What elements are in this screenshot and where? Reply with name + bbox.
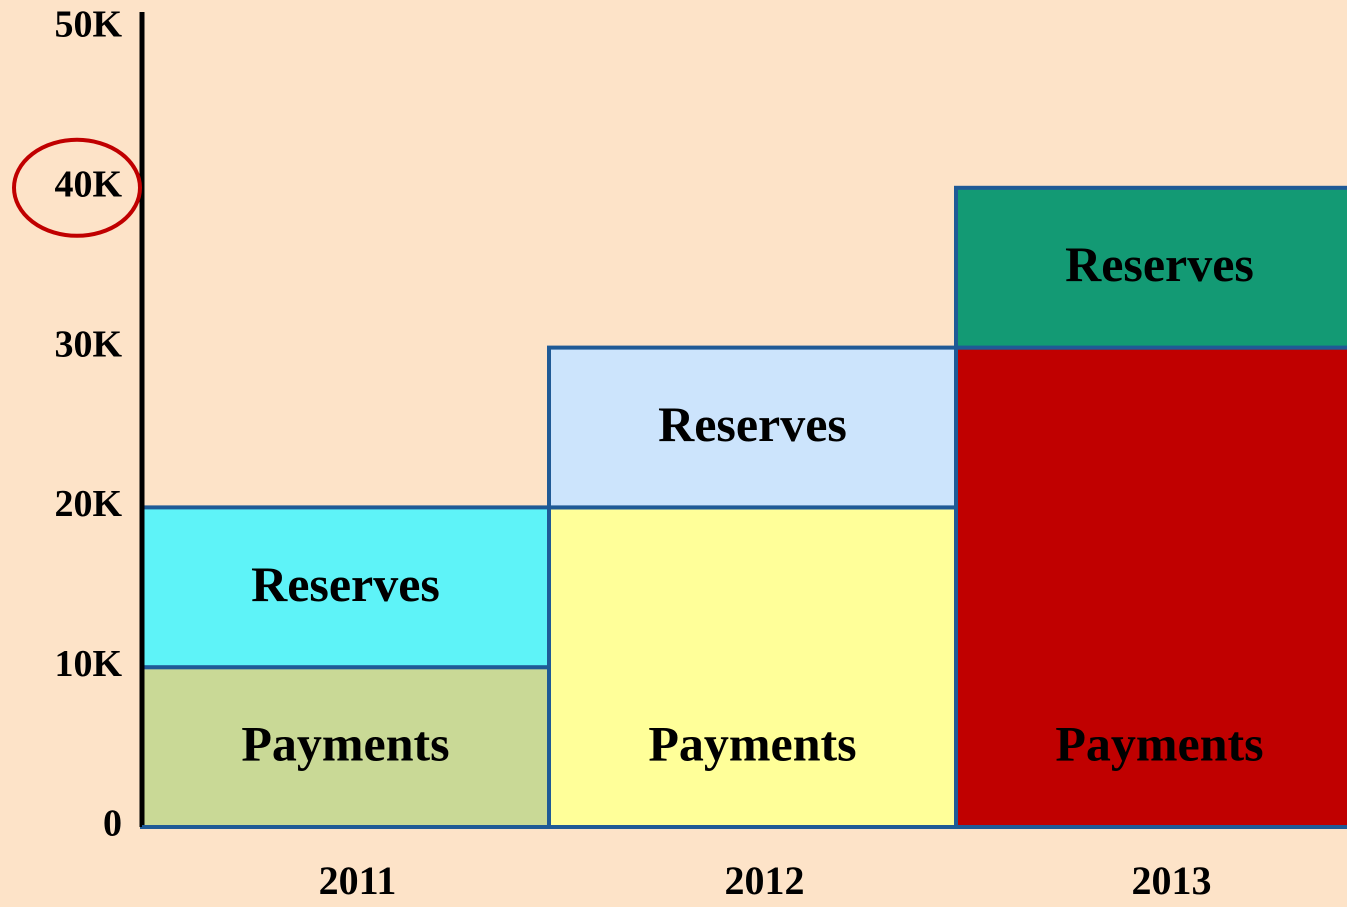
x-tick-label: 2013 [1132, 858, 1212, 903]
tick-highlight [12, 137, 142, 238]
segment-label: Reserves [658, 396, 847, 452]
y-tick-label: 10K [54, 643, 122, 685]
segment-label: Payments [241, 716, 449, 772]
y-tick-label: 50K [54, 4, 122, 46]
segment-label: Reserves [251, 556, 440, 612]
bar-segment [954, 345, 1347, 829]
bar-segment [140, 665, 551, 830]
segment-label: Payments [648, 715, 856, 771]
y-tick-label: 0 [103, 803, 122, 845]
bar-segment [140, 505, 551, 670]
bar-segment [547, 505, 958, 829]
y-tick-label: 20K [54, 483, 122, 525]
x-tick-label: 2011 [319, 858, 397, 903]
bar-segment [954, 185, 1347, 350]
y-tick-label: 30K [54, 323, 122, 365]
segment-label: Reserves [1065, 236, 1254, 292]
segment-label: Payments [1055, 715, 1263, 771]
y-tick-label: 40K [54, 164, 122, 206]
bar-segment [547, 345, 958, 510]
x-tick-label: 2012 [725, 858, 805, 903]
